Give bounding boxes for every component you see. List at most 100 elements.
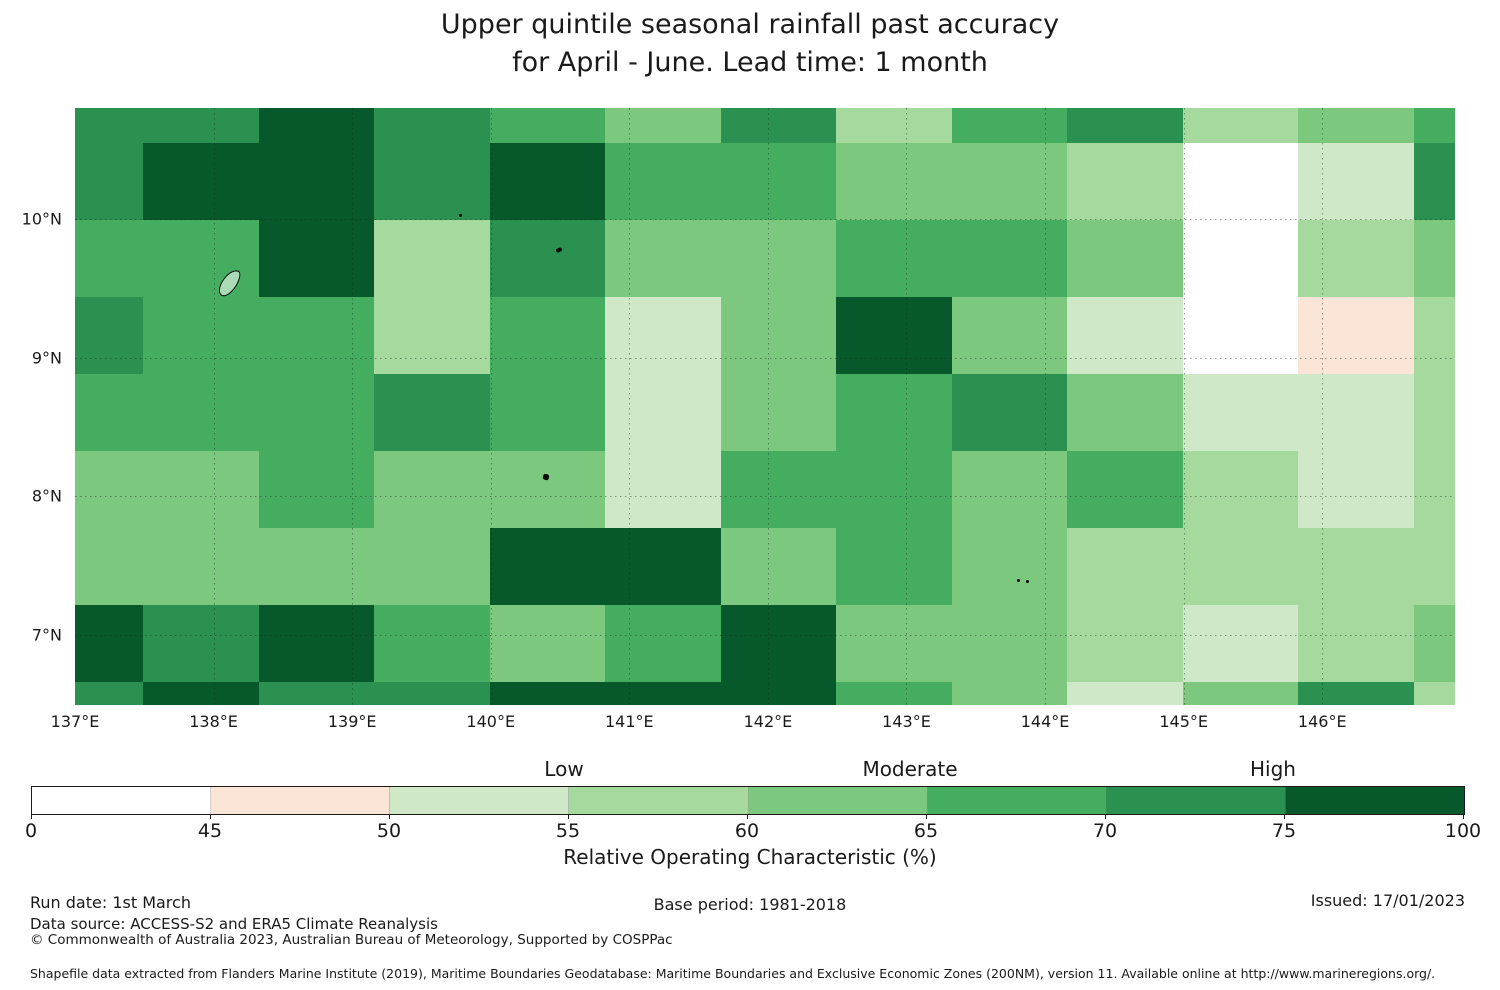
heat-cell (720, 143, 837, 221)
heat-cell (951, 296, 1068, 375)
parallel-gridline (75, 357, 1455, 359)
heat-cell (258, 219, 375, 298)
heat-cell (720, 527, 837, 606)
heat-cell (1297, 296, 1415, 375)
meridian-gridline (1322, 108, 1324, 705)
title-line-1: Upper quintile seasonal rainfall past ac… (440, 9, 1060, 40)
parallel-gridline (75, 219, 1455, 221)
y-tick-label: 9°N (31, 348, 62, 368)
colorbar-region-label-low: Low (544, 757, 584, 781)
heat-cell (75, 681, 144, 705)
heat-cell (489, 219, 606, 298)
heat-cell (258, 604, 375, 683)
heat-cell (1182, 296, 1299, 375)
heat-cell (1067, 296, 1184, 375)
heat-cell (143, 681, 260, 705)
x-tick-label: 138°E (189, 712, 238, 731)
heat-cell (258, 527, 375, 606)
heat-cell (836, 527, 953, 606)
colorbar-tick-mark (210, 815, 211, 819)
parallel-gridline (75, 496, 1455, 498)
colorbar-tick-mark (1463, 815, 1464, 819)
heat-cell (258, 450, 375, 529)
heat-cell (1297, 681, 1415, 705)
meridian-gridline (213, 108, 215, 705)
colorbar-tick-label: 55 (555, 820, 581, 842)
heat-cell (258, 681, 375, 705)
heat-cell (605, 604, 722, 683)
heat-cell (1067, 527, 1184, 606)
heat-cell (374, 373, 491, 452)
colorbar-region-label-moderate: Moderate (862, 757, 958, 781)
heat-cell (374, 296, 491, 375)
heat-cell (605, 143, 722, 221)
heat-cell (836, 296, 953, 375)
x-tick-label: 146°E (1297, 712, 1347, 731)
heat-cell (605, 527, 722, 606)
island-marker (1026, 580, 1029, 583)
x-tick-label: 142°E (743, 712, 793, 731)
heat-cell (374, 143, 491, 221)
y-tick-label: 7°N (31, 625, 62, 645)
heat-cell (75, 527, 144, 606)
colorbar-tick-label: 100 (1444, 820, 1482, 842)
colorbar-segment (1285, 787, 1464, 814)
heat-cell (374, 527, 491, 606)
heat-cell (1067, 143, 1184, 221)
y-tick-label: 8°N (31, 486, 62, 506)
heat-cell (836, 450, 953, 529)
heat-cell (75, 108, 144, 144)
colorbar-tick-label: 75 (1271, 820, 1297, 842)
meridian-gridline (767, 108, 769, 705)
colorbar-tick-label: 50 (376, 820, 402, 842)
heat-cell (75, 219, 144, 298)
heat-cell (1182, 373, 1299, 452)
copyright-text: © Commonwealth of Australia 2023, Austra… (30, 932, 673, 948)
meridian-gridline (1045, 108, 1047, 705)
heat-cell (143, 219, 260, 298)
heat-cell (836, 373, 953, 452)
heat-cell (489, 143, 606, 221)
heat-cell (75, 604, 144, 683)
x-tick-label: 137°E (50, 712, 100, 731)
colorbar-segment (1106, 787, 1286, 814)
heat-cell (605, 681, 722, 705)
heat-cell (720, 450, 837, 529)
colorbar (31, 786, 1465, 815)
heat-cell (836, 108, 953, 144)
heat-cell (143, 450, 260, 529)
heat-cell (1413, 219, 1455, 298)
heat-cell (1182, 681, 1299, 705)
heat-cell (951, 450, 1068, 529)
heat-cell (143, 604, 260, 683)
colorbar-tick-label: 60 (734, 820, 760, 842)
shapefile-attribution-text: Shapefile data extracted from Flanders M… (30, 966, 1436, 981)
heat-cell (489, 604, 606, 683)
heat-cell (489, 296, 606, 375)
heat-cell (1182, 143, 1299, 221)
colorbar-tick-label: 45 (197, 820, 223, 842)
x-tick-label: 144°E (1020, 712, 1070, 731)
colorbar-axis-label: Relative Operating Characteristic (%) (563, 845, 937, 869)
colorbar-segment (927, 787, 1107, 814)
heat-cell (258, 296, 375, 375)
heat-cell (374, 450, 491, 529)
heat-cell (836, 604, 953, 683)
x-tick-label: 145°E (1159, 712, 1208, 731)
page-title: Upper quintile seasonal rainfall past ac… (0, 6, 1500, 82)
colorbar-tick-mark (568, 815, 569, 819)
heat-cell (605, 450, 722, 529)
heat-cell (720, 681, 837, 705)
meridian-gridline (352, 108, 354, 705)
heat-cell (1297, 143, 1415, 221)
heat-cell (1413, 296, 1455, 375)
colorbar-tick-mark (926, 815, 927, 819)
heat-cell (951, 527, 1068, 606)
colorbar-tick-label: 0 (24, 820, 38, 842)
heat-cell (489, 108, 606, 144)
heat-cell (1413, 450, 1455, 529)
base-period-text: Base period: 1981-2018 (653, 895, 847, 914)
heat-cell (951, 681, 1068, 705)
heat-cell (374, 219, 491, 298)
